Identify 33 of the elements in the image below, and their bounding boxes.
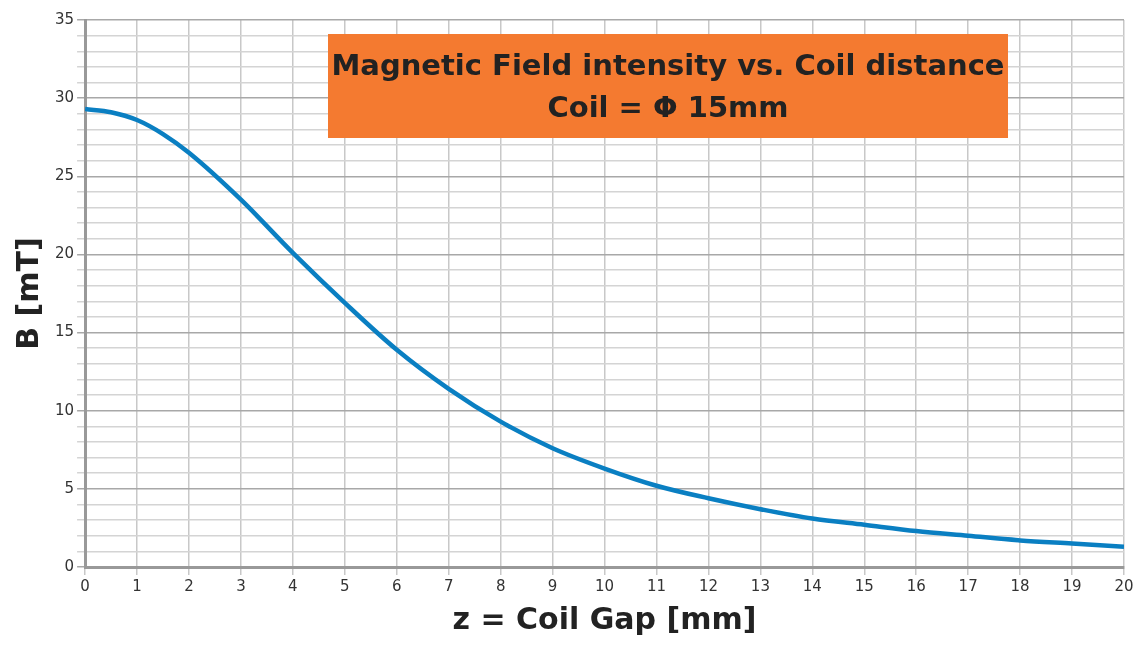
x-tick-label: 12 xyxy=(698,576,718,595)
y-tick-label: 10 xyxy=(54,400,75,419)
x-tick-label: 5 xyxy=(340,576,350,595)
y-tick-label: 35 xyxy=(54,9,75,28)
y-tick-label: 20 xyxy=(54,244,75,263)
x-tick-label: 18 xyxy=(1010,576,1030,595)
x-tick-label: 2 xyxy=(184,576,194,595)
x-tick-label: 19 xyxy=(1062,576,1082,595)
x-tick-label: 0 xyxy=(80,576,90,595)
x-tick-label: 14 xyxy=(802,576,822,595)
x-tick-label: 3 xyxy=(236,576,246,595)
x-tick-label: 1 xyxy=(132,576,142,595)
text: Magnetic Field intensity vs. Coil distance xyxy=(330,47,1006,84)
x-tick-label: 15 xyxy=(854,576,874,595)
y-tick-label: 25 xyxy=(54,166,75,185)
y-tick-label: 0 xyxy=(64,556,75,575)
x-tick-label: 6 xyxy=(391,576,402,595)
x-tick-label: 4 xyxy=(288,576,298,595)
x-tick-label: 10 xyxy=(595,576,615,595)
x-tick-label: 9 xyxy=(547,576,558,595)
x-tick-label: 17 xyxy=(958,576,978,595)
text: Coil = Φ 15mm xyxy=(546,89,790,126)
x-tick-label: 16 xyxy=(906,576,926,595)
x-tick-label: 13 xyxy=(750,576,770,595)
x-tick-label: 8 xyxy=(495,576,506,595)
x-tick-label: 11 xyxy=(646,576,667,595)
y-tick-label: 30 xyxy=(54,88,75,107)
x-axis-title: z = Coil Gap [mm] xyxy=(452,600,757,636)
x-tick-label: 7 xyxy=(443,576,454,595)
y-tick-label: 5 xyxy=(64,478,75,497)
y-axis-title: B [mT] xyxy=(9,237,45,350)
y-tick-label: 15 xyxy=(54,322,75,341)
x-tick-label: 20 xyxy=(1114,576,1134,595)
